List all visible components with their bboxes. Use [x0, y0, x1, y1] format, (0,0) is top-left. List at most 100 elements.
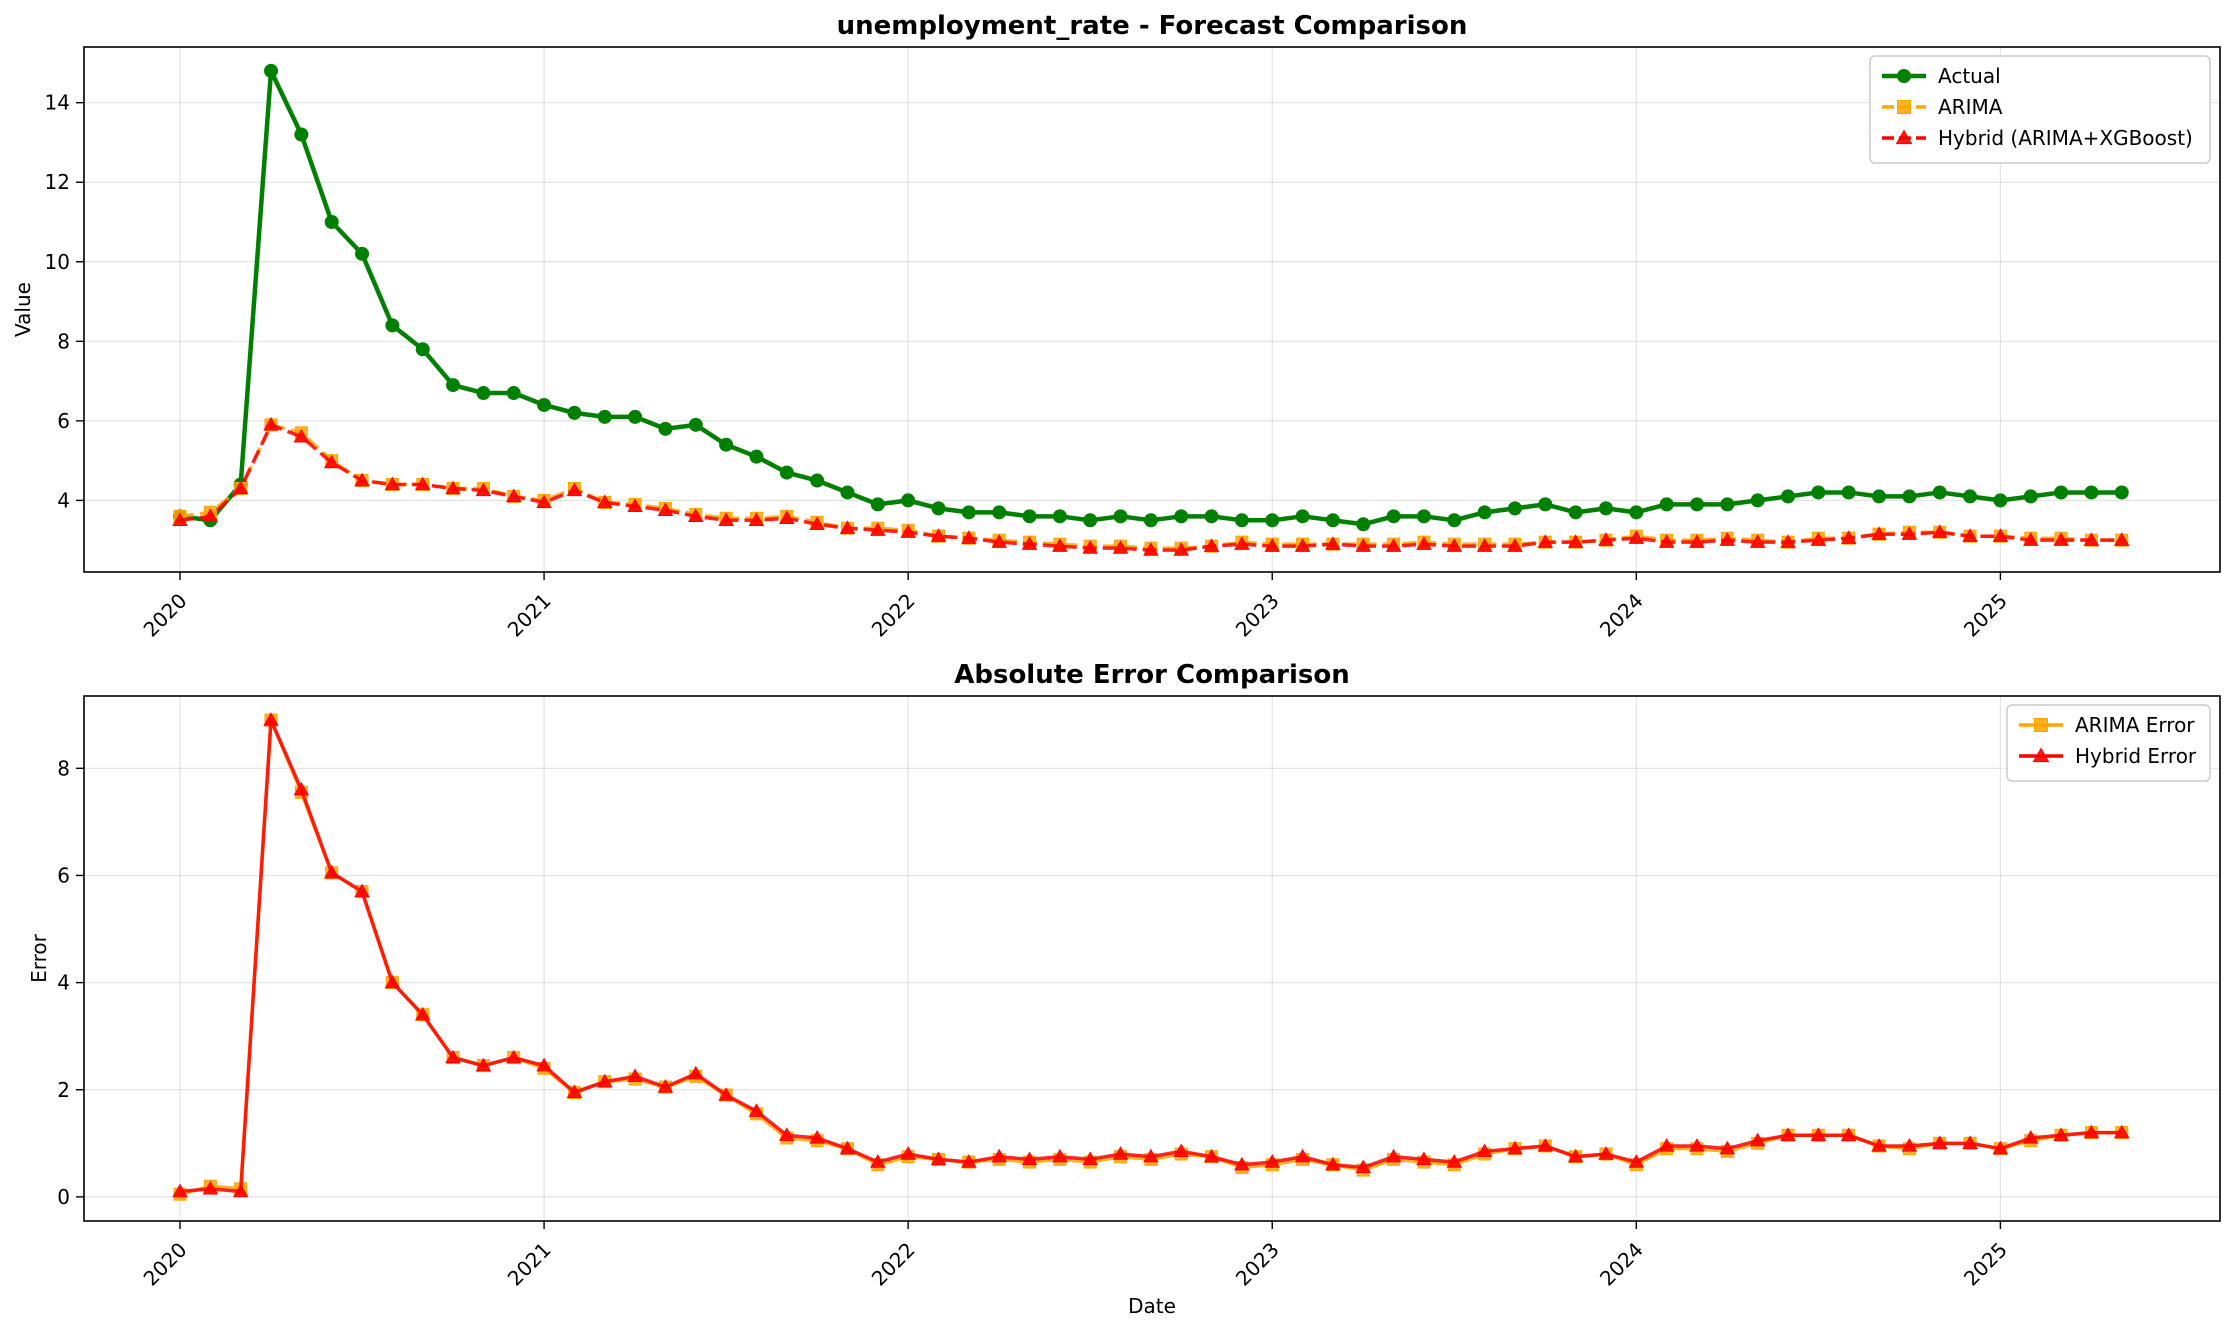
legend: ARIMA Error Hybrid Error	[2006, 704, 2211, 782]
data-point	[930, 1151, 947, 1166]
plot-frame	[83, 695, 2221, 1222]
data-point	[718, 512, 734, 526]
data-point	[1476, 1143, 1493, 1158]
data-point	[1690, 497, 1704, 512]
legend-swatch-marker	[1897, 100, 1911, 114]
y-axis-label: Value	[11, 282, 35, 337]
data-point	[264, 63, 279, 78]
data-point	[596, 1073, 613, 1088]
data-point	[1810, 532, 1827, 546]
data-point	[1719, 532, 1736, 546]
data-point	[1628, 530, 1645, 544]
data-point	[475, 482, 492, 497]
data-point	[1658, 534, 1675, 548]
chart-title: unemployment_rate - Forecast Comparison	[837, 11, 1468, 41]
y-tick-label: 4	[57, 971, 70, 995]
data-point	[596, 494, 613, 509]
data-point	[2022, 532, 2039, 546]
y-tick-label: 8	[57, 756, 70, 780]
data-point	[748, 1103, 765, 1117]
data-point	[1447, 513, 1462, 528]
data-point	[1749, 534, 1766, 548]
data-point	[1203, 538, 1220, 552]
data-point	[1355, 538, 1372, 552]
data-point	[506, 386, 521, 401]
data-point	[992, 505, 1007, 520]
data-point	[1356, 517, 1371, 532]
series-markers-2	[172, 416, 2130, 556]
data-point	[2113, 532, 2130, 546]
data-point	[1992, 528, 2009, 542]
legend-label: ARIMA	[1938, 95, 2003, 119]
data-point	[719, 437, 734, 452]
data-point	[2083, 1124, 2100, 1139]
grid	[84, 696, 2220, 1221]
data-point	[870, 522, 886, 536]
data-point	[323, 864, 340, 879]
data-point	[1234, 1156, 1250, 1171]
data-point	[1022, 509, 1037, 524]
data-point	[1598, 501, 1613, 516]
data-point	[1507, 1140, 1523, 1155]
data-point	[566, 1084, 583, 1099]
data-point	[1052, 1148, 1068, 1163]
y-tick-label: 12	[45, 170, 70, 194]
data-point	[597, 409, 612, 424]
data-point	[1749, 1132, 1766, 1147]
data-point	[1112, 1146, 1129, 1160]
data-point	[991, 1148, 1007, 1163]
legend-label: ARIMA Error	[2075, 713, 2195, 737]
data-point	[1689, 534, 1705, 548]
data-point	[1052, 538, 1068, 552]
data-point	[1810, 1127, 1827, 1141]
data-point	[840, 485, 855, 500]
data-point	[839, 520, 856, 534]
data-point	[1204, 509, 1219, 524]
data-point	[657, 502, 674, 517]
legend-label: Hybrid (ARIMA+XGBoost)	[1938, 126, 2193, 150]
data-point	[1567, 1148, 1584, 1163]
data-point	[2023, 489, 2038, 504]
data-point	[1416, 536, 1432, 550]
data-point	[1203, 1148, 1220, 1163]
data-point	[2084, 485, 2099, 500]
data-point	[1901, 526, 1918, 540]
data-point	[263, 712, 279, 726]
data-point	[172, 512, 188, 526]
data-point	[1083, 513, 1098, 528]
data-point	[172, 1183, 188, 1198]
data-point	[901, 493, 916, 508]
plot-frame	[83, 46, 2221, 573]
data-point	[2053, 1127, 2069, 1141]
series-layer	[172, 63, 2130, 556]
data-point	[537, 397, 552, 412]
legend: Actual ARIMA Hybrid (ARIMA+XGBoost)	[1869, 55, 2211, 164]
data-point	[1416, 1151, 1432, 1166]
data-point	[1385, 1148, 1402, 1163]
data-point	[1659, 497, 1674, 512]
data-point	[1234, 536, 1250, 550]
data-point	[1871, 1138, 1887, 1152]
data-point	[505, 488, 522, 503]
y-tick-label: 14	[45, 91, 70, 115]
data-point	[414, 476, 431, 491]
data-point	[2022, 1130, 2039, 1144]
data-point	[475, 1057, 492, 1072]
data-point	[384, 476, 401, 491]
data-point	[1963, 489, 1978, 504]
data-point	[415, 342, 430, 357]
x-axis-label: Date	[1128, 1294, 1176, 1318]
data-point	[809, 1130, 825, 1144]
data-point	[446, 378, 461, 393]
legend-box	[1869, 55, 2211, 164]
legend-swatch-marker	[1895, 129, 1913, 145]
data-point	[232, 480, 249, 495]
data-point	[627, 1068, 643, 1083]
data-point	[1264, 538, 1281, 552]
data-point	[566, 482, 583, 497]
data-point	[2114, 485, 2129, 500]
data-point	[1143, 513, 1158, 528]
data-point	[1598, 532, 1614, 546]
data-point	[1355, 1159, 1372, 1174]
data-point	[930, 528, 947, 542]
